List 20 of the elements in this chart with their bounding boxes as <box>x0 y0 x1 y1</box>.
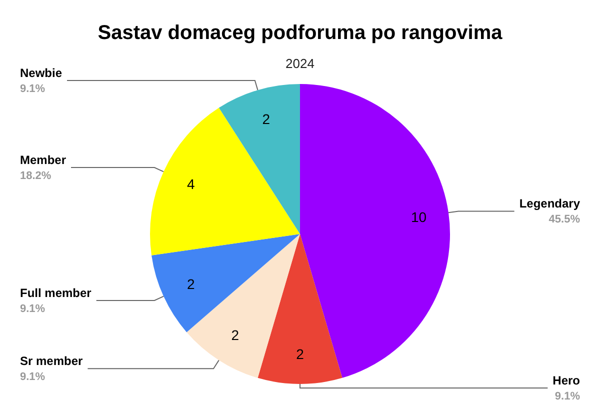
text: 9.1% <box>554 390 580 402</box>
slice-label: Hero <box>552 374 580 388</box>
text: 9.1% <box>20 371 46 384</box>
data-label: 2 <box>296 346 304 362</box>
data-label: 2 <box>231 326 240 343</box>
text: 18.2% <box>20 170 52 182</box>
data-label: 2 <box>186 276 195 292</box>
data-label: 4 <box>186 176 195 192</box>
text: 9.1% <box>20 302 46 315</box>
data-label: 10 <box>410 208 427 225</box>
slice-label: Newbie <box>20 66 62 80</box>
slice-label: Sr member <box>20 354 84 368</box>
text: 9.1% <box>20 82 46 95</box>
slice-label: Full member <box>20 286 92 300</box>
chart-title: Sastav domaceg podforuma po rangovima <box>98 22 504 44</box>
slice-label: Member <box>20 153 66 168</box>
data-label: 2 <box>262 110 270 127</box>
chart-subtitle: 2024 <box>286 56 314 71</box>
slice-label: Legendary <box>519 196 580 211</box>
text: 45.5% <box>548 214 580 226</box>
